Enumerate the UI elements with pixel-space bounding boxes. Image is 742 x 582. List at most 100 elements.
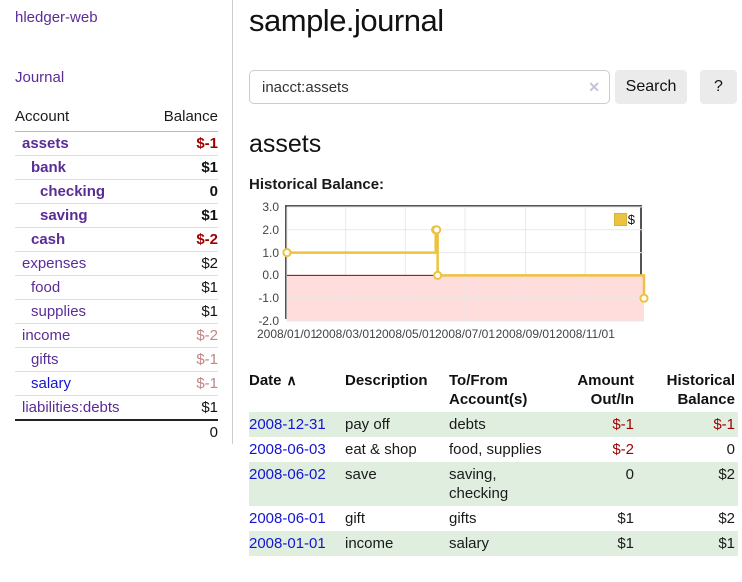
- register-cell-amount: 0: [625, 466, 634, 483]
- sidebar-account-expenses[interactable]: expenses: [22, 255, 87, 272]
- register-row: 2008-12-31 pay off debts $-1 $-1: [249, 412, 738, 437]
- help-button[interactable]: ?: [700, 70, 737, 104]
- register-date-link[interactable]: 2008-01-01: [249, 535, 326, 552]
- register-cell-amount: $-2: [612, 441, 634, 458]
- register-cell-accounts: debts: [449, 416, 486, 433]
- register-row: 2008-06-03 eat & shop food, supplies $-2 0: [249, 437, 738, 462]
- series-label: $: [627, 212, 635, 227]
- account-balance: $-2: [148, 227, 218, 252]
- sidebar-account-salary[interactable]: salary: [31, 375, 72, 392]
- account-row: food $1: [15, 275, 218, 300]
- account-balance: $-1: [148, 347, 218, 372]
- accounts-header-account: Account: [15, 106, 149, 132]
- accounts-header-row: Account Balance: [15, 106, 218, 132]
- search-button[interactable]: Search: [615, 70, 687, 104]
- x-axis-tick: 2008/05/01: [375, 327, 436, 341]
- register-cell-balance: $2: [718, 510, 735, 527]
- accounts-table: Account Balance assets $-1 bank $1 checking 0…: [15, 106, 218, 444]
- register-row: 2008-06-01 gift gifts $1 $2: [249, 506, 738, 531]
- register-header-date[interactable]: Date ∧: [249, 368, 345, 412]
- y-axis-tick: 3.0: [262, 200, 279, 214]
- account-row: expenses $2: [15, 251, 218, 276]
- register-header-amount: Amount Out/In: [577, 372, 634, 408]
- app-window: hledger-web Journal Account Balance asse…: [0, 0, 742, 556]
- search-box: ✕: [249, 70, 610, 104]
- x-axis-tick: 2008/09/01: [495, 327, 556, 341]
- accounts-total-balance: 0: [148, 419, 218, 444]
- account-row: saving $1: [15, 203, 218, 228]
- register-header-description: Description: [345, 372, 428, 389]
- account-balance: $1: [148, 275, 218, 300]
- account-row: checking 0: [15, 179, 218, 204]
- page-title: sample.journal: [249, 3, 444, 38]
- account-balance: $-1: [148, 371, 218, 396]
- sidebar-account-saving[interactable]: saving: [40, 207, 88, 224]
- sidebar-account-assets[interactable]: assets: [22, 135, 69, 152]
- account-balance: 0: [148, 179, 218, 204]
- sidebar-account-liabilities-debts[interactable]: liabilities:debts: [22, 399, 120, 416]
- data-point: [432, 225, 442, 235]
- sort-asc-icon: ∧: [286, 372, 297, 388]
- sidebar-account-supplies[interactable]: supplies: [31, 303, 87, 320]
- y-axis-tick: 1.0: [262, 245, 279, 260]
- register-table: Date ∧ Description To/From Account(s) Amo…: [249, 368, 738, 556]
- sidebar-account-gifts[interactable]: gifts: [31, 351, 59, 368]
- register-cell-amount: $1: [617, 535, 634, 552]
- register-header-accounts: To/From Account(s): [449, 372, 528, 408]
- app-title-link[interactable]: hledger-web: [15, 9, 98, 26]
- account-row: supplies $1: [15, 299, 218, 324]
- data-point: [433, 270, 443, 281]
- register-cell-description: save: [345, 466, 377, 483]
- accounts-total-row: 0: [15, 419, 218, 444]
- register-cell-accounts: salary: [449, 535, 490, 552]
- register-date-link[interactable]: 2008-06-01: [249, 510, 326, 527]
- register-cell-accounts: gifts: [449, 510, 477, 527]
- account-balance: $2: [148, 251, 218, 276]
- register-cell-accounts: food, supplies: [449, 441, 542, 458]
- sidebar-account-checking[interactable]: checking: [40, 183, 106, 200]
- y-axis-tick: -2.0: [258, 314, 279, 328]
- register-cell-balance: $1: [718, 535, 735, 552]
- register-row: 2008-06-02 save saving, checking 0 $2: [249, 462, 738, 506]
- register-header-balance: Historical Balance: [666, 372, 735, 408]
- search-form: ✕ Search ?: [249, 70, 738, 104]
- plot-area[interactable]: $: [282, 205, 649, 322]
- account-balance: $-2: [148, 323, 218, 348]
- x-axis-tick: 2008/11/01: [555, 327, 615, 341]
- y-axis-tick: 2.0: [262, 222, 279, 237]
- account-row: assets $-1: [15, 132, 218, 156]
- x-axis-tick: 2008/01/01: [256, 327, 318, 341]
- register-date-link[interactable]: 2008-06-02: [249, 466, 326, 483]
- sidebar-account-food[interactable]: food: [31, 279, 61, 296]
- historical-balance-chart[interactable]: $3.0 2.0 1.0 0.0 -1.0 -2.0 2008/01/01 2008/03/0…: [249, 200, 738, 345]
- account-balance: $-1: [196, 135, 218, 152]
- register-cell-description: eat & shop: [345, 441, 417, 458]
- series-swatch: [613, 213, 627, 226]
- sidebar: hledger-web Journal Account Balance asse…: [0, 0, 233, 444]
- account-row: bank $1: [15, 155, 218, 180]
- register-header-row: Date ∧ Description To/From Account(s) Amo…: [249, 368, 738, 412]
- sidebar-account-income[interactable]: income: [22, 327, 71, 344]
- account-balance: $1: [148, 395, 218, 420]
- main-content: sample.journal ✕ Search ? assets Histori…: [233, 0, 742, 556]
- x-axis-tick: 2008/07/01: [434, 327, 496, 341]
- account-row: liabilities:debts $1: [15, 395, 218, 420]
- chart-legend: $: [613, 212, 635, 227]
- clear-search-icon[interactable]: ✕: [588, 79, 600, 95]
- data-point: [282, 248, 292, 258]
- account-balance: $1: [148, 299, 218, 324]
- register-cell-description: pay off: [345, 416, 390, 433]
- search-input[interactable]: [249, 70, 610, 104]
- register-date-link[interactable]: 2008-12-31: [249, 416, 326, 433]
- sidebar-item-journal[interactable]: Journal: [15, 69, 65, 86]
- x-axis-tick: 2008/03/01: [315, 327, 376, 341]
- account-row: cash $-2: [15, 227, 218, 252]
- account-heading: assets: [249, 130, 322, 158]
- register-cell-balance: $-1: [713, 416, 735, 433]
- register-date-link[interactable]: 2008-06-03: [249, 441, 326, 458]
- accounts-header-balance: Balance: [148, 106, 218, 132]
- sidebar-account-cash[interactable]: cash: [31, 231, 66, 248]
- sidebar-account-bank[interactable]: bank: [31, 159, 67, 176]
- account-row: income $-2: [15, 323, 218, 348]
- register-cell-amount: $-1: [612, 416, 634, 433]
